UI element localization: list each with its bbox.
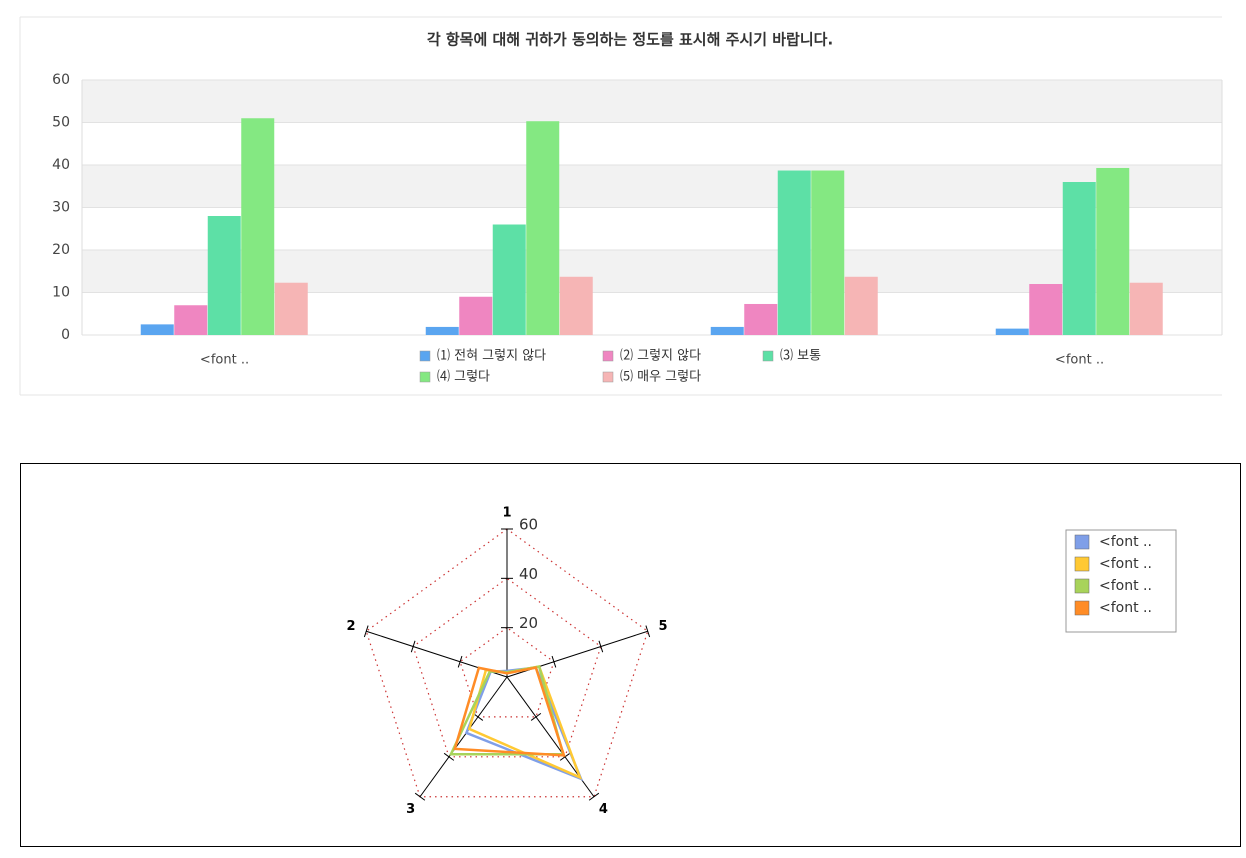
y-tick-label: 50 <box>52 115 70 131</box>
bar <box>710 326 744 335</box>
legend-label: ⑴ 전혀 그렇지 않다 <box>437 349 546 364</box>
legend-label: ⑵ 그렇지 않다 <box>620 349 701 364</box>
radar-line <box>448 665 565 756</box>
bar <box>995 328 1029 335</box>
bar <box>844 276 878 335</box>
bar <box>207 216 241 335</box>
axis-label: 4 <box>599 802 608 817</box>
r-tick-label: 20 <box>519 614 538 632</box>
legend-label: ⑸ 매우 그렇다 <box>620 370 701 385</box>
bar <box>777 170 811 335</box>
tick-mark <box>645 625 651 638</box>
legend-swatch <box>1074 578 1090 594</box>
bar <box>744 303 778 335</box>
tick-mark <box>598 640 604 653</box>
tick-mark <box>551 655 557 668</box>
r-tick-label: 40 <box>519 565 538 583</box>
bar <box>1096 167 1130 335</box>
r-tick-label: 60 <box>519 516 538 534</box>
legend-label: ⑷ 그렇다 <box>437 370 490 385</box>
axis-line <box>419 676 508 798</box>
y-tick-label: 20 <box>52 242 70 258</box>
legend-swatch <box>419 371 431 383</box>
legend-swatch <box>419 350 431 362</box>
bar <box>459 296 493 335</box>
legend-label: <font .. <box>1099 600 1152 616</box>
legend-label: <font .. <box>1099 578 1152 594</box>
y-tick-label: 30 <box>52 200 70 216</box>
legend-swatch <box>602 371 614 383</box>
bar <box>559 276 593 335</box>
legend-label: ⑶ 보통 <box>780 349 821 364</box>
y-tick-label: 40 <box>52 157 70 173</box>
bar <box>1062 182 1096 335</box>
legend-swatch <box>1074 600 1090 616</box>
legend-label: <font .. <box>1099 534 1152 550</box>
radar-line <box>453 666 566 757</box>
tick-mark <box>530 712 542 721</box>
legend-swatch <box>602 350 614 362</box>
grid-band <box>82 80 1222 123</box>
frame <box>20 463 1241 847</box>
bar <box>492 224 526 335</box>
grid-line <box>365 528 649 798</box>
y-tick-label: 0 <box>61 327 70 343</box>
legend-swatch <box>1074 534 1090 550</box>
axis-label: 3 <box>406 802 415 817</box>
bar <box>811 170 845 335</box>
chart-title: 각 항목에 대해 귀하가 동의하는 정도를 표시해 주시기 바랍니다. <box>427 31 833 49</box>
bar <box>174 305 208 335</box>
y-tick-label: 10 <box>52 285 70 301</box>
tick-mark <box>559 752 571 761</box>
bar <box>1129 282 1163 335</box>
axis-label: 2 <box>347 619 356 634</box>
axis-label: 5 <box>658 619 667 634</box>
tick-mark <box>588 792 600 801</box>
tick-mark <box>414 792 426 801</box>
tick-mark <box>363 625 369 638</box>
bar <box>241 118 275 335</box>
bar <box>140 324 174 335</box>
bar <box>274 282 308 335</box>
x-tick-label: <font .. <box>200 353 249 368</box>
axis-label: 1 <box>502 506 511 521</box>
tick-mark <box>457 655 463 668</box>
y-tick-label: 60 <box>52 72 70 88</box>
legend-swatch <box>1074 556 1090 572</box>
tick-mark <box>443 752 455 761</box>
tick-mark <box>410 640 416 653</box>
legend-label: <font .. <box>1099 556 1152 572</box>
x-tick-label: <font .. <box>1055 353 1104 368</box>
bar <box>526 121 560 335</box>
bar <box>1029 284 1063 335</box>
legend-swatch <box>762 350 774 362</box>
bar <box>425 326 459 335</box>
